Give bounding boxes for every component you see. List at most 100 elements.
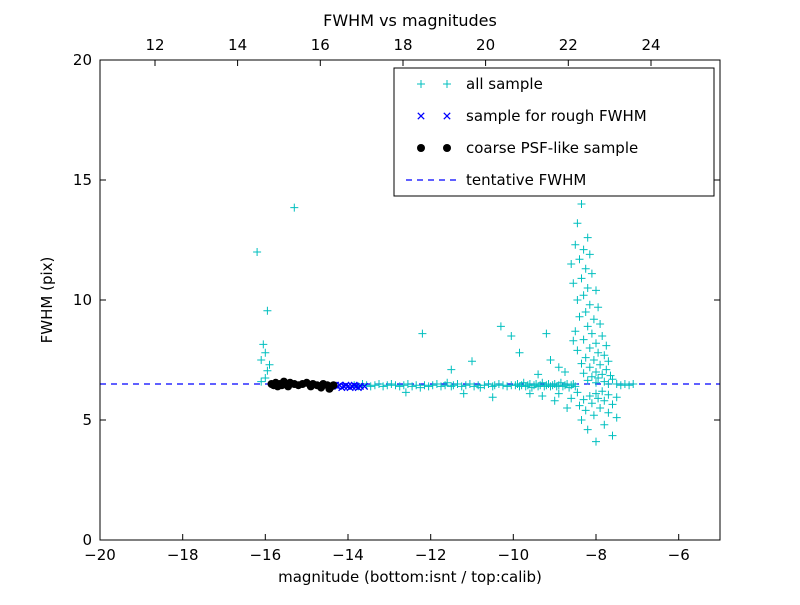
scatter-point [443,144,451,152]
scatter-point [585,250,594,259]
scatter-point [488,393,497,402]
scatter-point [600,351,609,360]
scatter-point [587,372,596,381]
x-tick-label: −14 [332,546,364,564]
scatter-point [598,387,607,396]
scatter-point [499,381,507,390]
scatter-point [567,394,576,403]
scatter-point [594,348,603,357]
scatter-point [550,396,559,405]
legend-label: tentative FWHM [466,171,586,189]
scatter-point [592,389,600,398]
scatter-point [424,382,433,391]
scatter-point [602,365,611,374]
x-tick-label: −6 [668,546,690,564]
x-tick-label: −20 [84,546,116,564]
x-tick-label: −18 [167,546,199,564]
scatter-point [577,274,586,283]
scatter-point [571,382,580,391]
scatter-point [546,356,555,364]
scatter-point [443,80,451,88]
scatter-point [542,329,551,338]
scatter-point [573,219,582,228]
scatter-point [579,369,588,378]
scatter-point [575,255,584,264]
x-tick-label: −8 [585,546,607,564]
legend-entry: sample for rough FWHM [417,107,647,125]
y-axis-label: FWHM (pix) [38,257,56,344]
scatter-point [403,380,412,388]
scatter-point [604,408,613,417]
scatter-point [592,339,600,348]
y-tick-label: 5 [82,411,92,429]
scatter-point [503,382,512,391]
scatter-point [538,392,547,400]
scatter-point [480,381,489,390]
top-tick-label: 20 [476,36,495,54]
scatter-point [569,279,578,288]
scatter-point [581,406,590,415]
scatter-point [453,380,462,388]
scatter-point [366,382,375,391]
scatter-point [579,335,588,344]
scatter-point [447,382,456,391]
scatter-point [387,380,396,388]
scatter-point [558,382,567,391]
scatter-point [573,296,582,304]
scatter-point [629,380,638,388]
scatter-point [476,383,485,392]
scatter-point [594,374,603,382]
scatter-point [589,315,598,324]
legend-entry: all sample [417,75,543,93]
scatter-point [383,381,392,390]
scatter-point [443,112,451,120]
scatter-point [417,112,425,120]
scatter-point [573,346,582,355]
scatter-point [261,348,270,357]
scatter-point [556,378,565,387]
scatter-point [399,381,408,390]
scatter-point [604,390,613,399]
scatter-point [447,365,456,374]
scatter-point [583,322,592,331]
legend-entry: tentative FWHM [406,171,586,189]
scatter-point [401,388,410,397]
scatter-point [412,381,421,390]
scatter-point [585,392,594,400]
scatter-point [592,368,600,376]
scatter-point [515,348,524,357]
scatter-point [612,393,621,402]
scatter-point [561,368,569,376]
scatter-point [587,269,596,278]
scatter-point [416,383,425,392]
scatter-point [587,329,596,338]
scatter-point [579,291,588,300]
scatter-point [507,332,516,340]
scatter-point [391,381,400,390]
scatter-point [263,306,272,315]
scatter-point [596,404,605,412]
scatter-point [567,260,576,268]
scatter-point [602,341,611,350]
scatter-point [620,380,629,388]
scatter-point [608,375,617,384]
scatter-point [428,381,437,390]
axis-ticks: −20 −18 −16 −14 −12 −10 −8 −6 12 14 16 18 20 22 24 0 5 10… [73,36,720,564]
scatter-point [604,357,613,366]
scatter-point [583,376,592,385]
scatter-point [534,370,543,379]
scatter-point [554,389,563,398]
x-tick-label: −16 [249,546,281,564]
scatter-point [521,382,530,391]
series-coarse-psf-like-sample [267,377,338,393]
scatter-point [265,360,274,369]
scatter-point [583,233,592,242]
scatter-point [589,411,598,420]
scatter-point [253,248,262,256]
scatter-point [596,320,605,328]
scatter-point [577,200,586,208]
scatter-point [571,327,580,336]
scatter-point [290,203,299,212]
scatter-point [461,381,470,390]
scatter-point [459,389,468,398]
